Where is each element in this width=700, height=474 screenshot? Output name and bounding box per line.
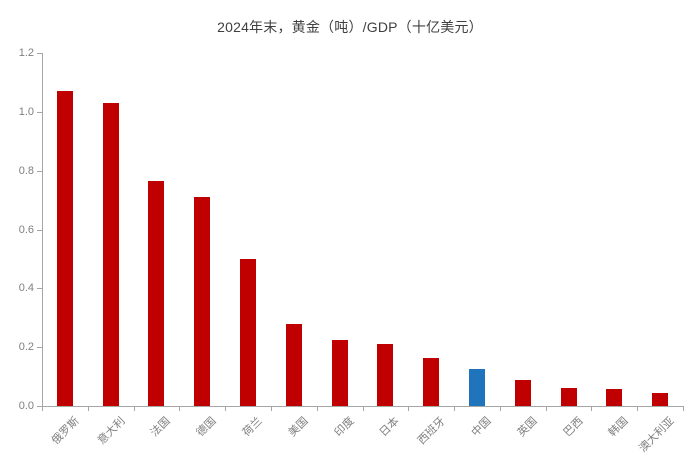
- bar: [514, 379, 531, 406]
- x-axis-tick: [637, 407, 639, 411]
- bar: [285, 323, 302, 406]
- x-axis-label: 法国: [149, 415, 174, 440]
- x-axis-label: 韩国: [606, 415, 631, 440]
- x-axis-label: 意大利: [95, 415, 128, 447]
- x-axis-label: 西班牙: [415, 415, 448, 447]
- x-axis-tick: [545, 407, 547, 411]
- bar-highlighted: [468, 368, 485, 406]
- y-axis-tick-label: 0.0: [18, 400, 34, 412]
- x-axis-tick: [270, 407, 272, 411]
- bar: [148, 180, 165, 406]
- plot-area: [42, 53, 684, 407]
- bar: [652, 392, 669, 406]
- y-axis-tick: [37, 347, 42, 349]
- x-axis-label: 俄罗斯: [49, 415, 82, 447]
- y-axis-tick: [37, 406, 42, 407]
- x-axis-tick: [591, 407, 593, 411]
- x-axis-label: 印度: [332, 415, 357, 440]
- y-axis-tick-label: 1.2: [18, 47, 34, 59]
- x-axis-tick: [362, 407, 364, 411]
- x-axis-label: 荷兰: [240, 415, 265, 440]
- x-axis-label: 日本: [377, 415, 402, 440]
- bar: [423, 358, 440, 406]
- bar: [331, 339, 348, 406]
- y-axis-tick-label: 1.0: [18, 105, 34, 118]
- x-axis-tick: [499, 407, 501, 411]
- x-axis-label: 澳大利亚: [637, 415, 677, 455]
- x-axis-tick: [454, 407, 456, 411]
- y-axis-tick: [37, 229, 42, 231]
- x-axis-tick: [179, 407, 181, 411]
- x-axis-tick: [408, 407, 410, 411]
- y-axis-tick-label: 0.8: [18, 164, 34, 177]
- y-axis-tick: [37, 111, 42, 113]
- bar: [56, 91, 73, 406]
- y-axis-tick-label: 0.2: [18, 341, 34, 354]
- bar: [560, 387, 577, 406]
- y-axis-tick: [37, 288, 42, 290]
- x-axis-label: 美国: [286, 415, 311, 440]
- bar: [606, 389, 623, 406]
- bar: [102, 103, 119, 406]
- x-axis-tick: [42, 407, 43, 411]
- x-axis-tick: [683, 407, 684, 411]
- x-axis-label: 巴西: [561, 415, 586, 440]
- x-axis-tick: [316, 407, 318, 411]
- bar: [377, 344, 394, 406]
- bar: [194, 197, 211, 406]
- x-axis-tick: [133, 407, 135, 411]
- y-axis-tick-label: 0.4: [18, 282, 34, 295]
- y-axis-tick-label: 0.6: [18, 223, 34, 236]
- bar: [240, 258, 257, 406]
- x-axis-label: 德国: [194, 415, 219, 440]
- x-axis-label: 英国: [515, 415, 540, 440]
- chart-title: 2024年末，黄金（吨）/GDP（十亿美元）: [217, 19, 483, 35]
- y-axis-tick: [37, 53, 42, 54]
- y-axis-tick: [37, 170, 42, 172]
- x-axis-label: 中国: [469, 415, 494, 440]
- x-axis-tick: [225, 407, 227, 411]
- x-axis-tick: [87, 407, 89, 411]
